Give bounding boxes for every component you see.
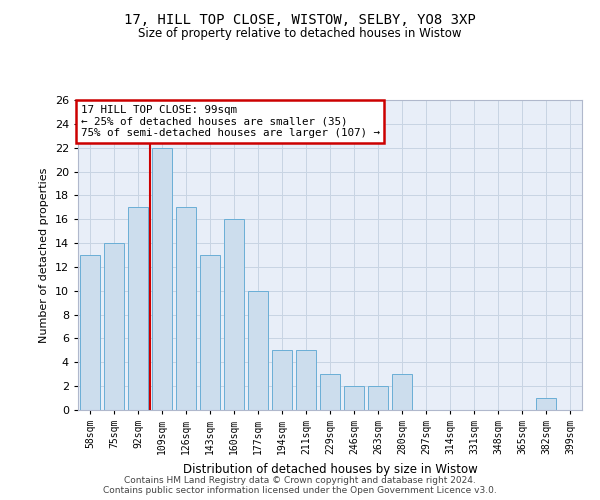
Bar — [128, 208, 148, 410]
Bar — [176, 208, 196, 410]
Bar — [344, 386, 364, 410]
Bar — [536, 398, 556, 410]
Bar — [296, 350, 316, 410]
Text: 17, HILL TOP CLOSE, WISTOW, SELBY, YO8 3XP: 17, HILL TOP CLOSE, WISTOW, SELBY, YO8 3… — [124, 12, 476, 26]
Bar — [320, 374, 340, 410]
X-axis label: Distribution of detached houses by size in Wistow: Distribution of detached houses by size … — [182, 462, 478, 475]
Y-axis label: Number of detached properties: Number of detached properties — [39, 168, 49, 342]
Text: Contains HM Land Registry data © Crown copyright and database right 2024.
Contai: Contains HM Land Registry data © Crown c… — [103, 476, 497, 495]
Bar — [152, 148, 172, 410]
Bar — [392, 374, 412, 410]
Text: 17 HILL TOP CLOSE: 99sqm
← 25% of detached houses are smaller (35)
75% of semi-d: 17 HILL TOP CLOSE: 99sqm ← 25% of detach… — [80, 104, 380, 138]
Bar — [80, 255, 100, 410]
Bar — [368, 386, 388, 410]
Bar — [104, 243, 124, 410]
Bar — [248, 291, 268, 410]
Bar — [224, 219, 244, 410]
Text: Size of property relative to detached houses in Wistow: Size of property relative to detached ho… — [138, 28, 462, 40]
Bar — [272, 350, 292, 410]
Bar — [200, 255, 220, 410]
